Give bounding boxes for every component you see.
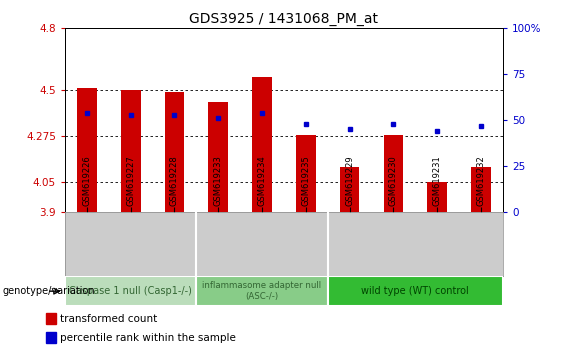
Bar <box>208 102 228 212</box>
Bar <box>340 167 359 212</box>
Bar <box>46 332 57 343</box>
Text: inflammasome adapter null
(ASC-/-): inflammasome adapter null (ASC-/-) <box>202 281 321 301</box>
Bar <box>65 276 197 306</box>
Text: Caspase 1 null (Casp1-/-): Caspase 1 null (Casp1-/-) <box>69 286 192 296</box>
Text: transformed count: transformed count <box>60 314 157 324</box>
Bar <box>164 92 184 212</box>
Text: wild type (WT) control: wild type (WT) control <box>362 286 469 296</box>
Bar <box>252 78 272 212</box>
Bar <box>384 135 403 212</box>
Bar <box>46 313 57 324</box>
Title: GDS3925 / 1431068_PM_at: GDS3925 / 1431068_PM_at <box>189 12 379 26</box>
Bar <box>197 276 328 306</box>
Bar <box>77 88 97 212</box>
Bar <box>471 167 491 212</box>
Bar <box>121 90 141 212</box>
Bar <box>296 135 316 212</box>
Bar <box>328 276 503 306</box>
Bar <box>427 182 447 212</box>
Text: percentile rank within the sample: percentile rank within the sample <box>60 332 236 343</box>
Text: genotype/variation: genotype/variation <box>3 286 95 296</box>
